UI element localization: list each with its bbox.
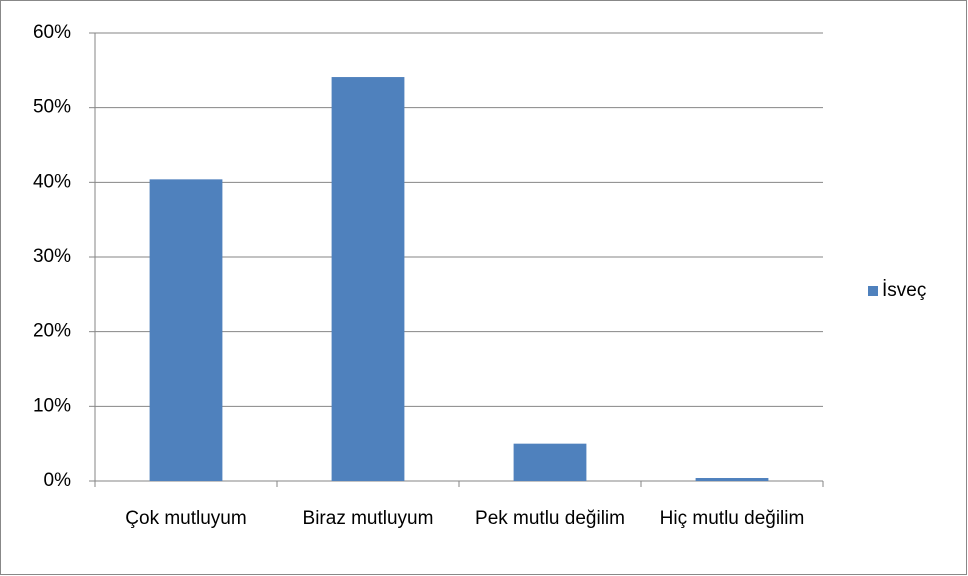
y-tick-label: 60% — [33, 22, 71, 43]
bar — [513, 443, 587, 481]
legend-swatch — [868, 286, 878, 296]
x-tick-label: Hiç mutlu değilim — [660, 508, 805, 529]
y-tick-label: 10% — [33, 395, 71, 416]
bar — [331, 77, 405, 481]
bar — [149, 179, 223, 481]
y-tick-label: 50% — [33, 97, 71, 118]
bar — [695, 478, 769, 481]
x-tick-label: Çok mutluyum — [125, 508, 246, 529]
x-tick-label: Biraz mutluyum — [303, 508, 434, 529]
y-tick-label: 20% — [33, 321, 71, 342]
y-tick-label: 0% — [44, 470, 72, 491]
x-tick-label: Pek mutlu değilim — [475, 508, 625, 529]
legend-label: İsveç — [882, 280, 926, 301]
y-tick-label: 40% — [33, 171, 71, 192]
y-tick-label: 30% — [33, 246, 71, 267]
